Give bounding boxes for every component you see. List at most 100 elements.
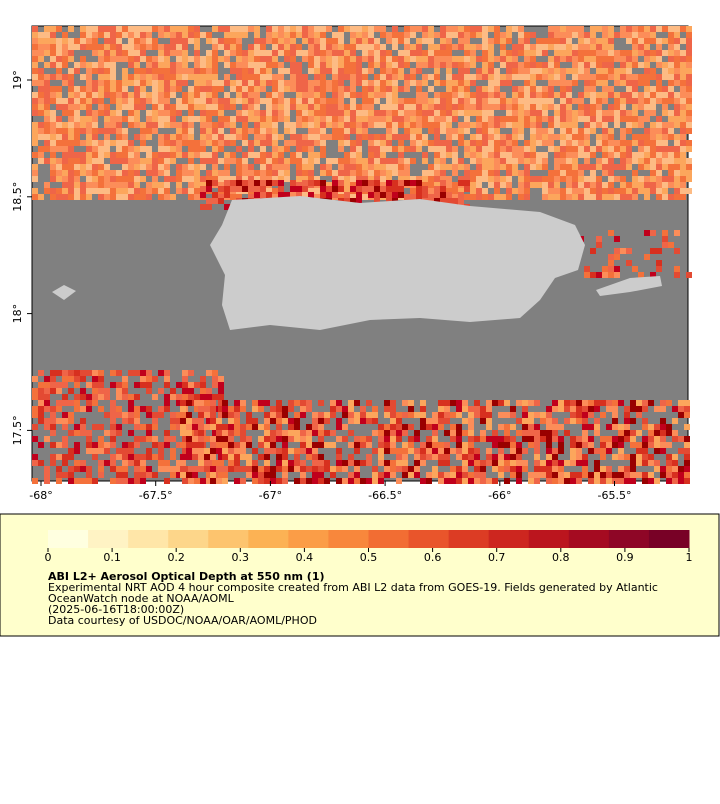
aod-cell xyxy=(596,98,602,104)
aod-cell xyxy=(110,194,116,200)
aod-cell xyxy=(308,122,314,128)
aod-cell xyxy=(564,478,570,484)
aod-cell xyxy=(338,164,344,170)
aod-cell xyxy=(608,194,614,200)
aod-cell xyxy=(572,74,578,80)
aod-cell xyxy=(426,472,432,478)
aod-cell xyxy=(74,382,80,388)
aod-cell xyxy=(146,32,152,38)
aod-cell xyxy=(564,460,570,466)
aod-cell xyxy=(548,44,554,50)
aod-cell xyxy=(44,188,50,194)
aod-cell xyxy=(680,38,686,44)
y-tick-label: 19° xyxy=(11,70,24,90)
aod-cell xyxy=(140,122,146,128)
aod-cell xyxy=(62,412,68,418)
aod-cell xyxy=(674,194,680,200)
aod-cell xyxy=(422,134,428,140)
aod-cell xyxy=(494,56,500,62)
aod-cell xyxy=(576,436,582,442)
aod-cell xyxy=(206,98,212,104)
aod-cell xyxy=(326,182,332,188)
aod-cell xyxy=(338,122,344,128)
aod-cell xyxy=(164,80,170,86)
aod-cell xyxy=(128,448,134,454)
aod-cell xyxy=(320,38,326,44)
aod-cell xyxy=(612,412,618,418)
aod-cell xyxy=(32,388,38,394)
aod-cell xyxy=(362,164,368,170)
aod-cell xyxy=(638,272,644,278)
aod-cell xyxy=(494,80,500,86)
aod-cell xyxy=(512,110,518,116)
aod-cell xyxy=(518,152,524,158)
aod-cell xyxy=(356,180,362,186)
aod-cell xyxy=(176,110,182,116)
aod-cell xyxy=(176,44,182,50)
aod-cell xyxy=(494,116,500,122)
aod-cell xyxy=(236,110,242,116)
aod-cell xyxy=(332,86,338,92)
aod-cell xyxy=(194,116,200,122)
aod-cell xyxy=(44,406,50,412)
aod-cell xyxy=(182,164,188,170)
aod-cell xyxy=(608,38,614,44)
aod-cell xyxy=(488,62,494,68)
aod-cell xyxy=(620,128,626,134)
aod-cell xyxy=(230,38,236,44)
aod-cell xyxy=(368,80,374,86)
aod-cell xyxy=(164,146,170,152)
aod-cell xyxy=(296,134,302,140)
aod-cell xyxy=(212,122,218,128)
aod-cell xyxy=(656,116,662,122)
aod-cell xyxy=(302,164,308,170)
aod-cell xyxy=(470,62,476,68)
aod-cell xyxy=(374,140,380,146)
aod-cell xyxy=(338,128,344,134)
aod-cell xyxy=(576,418,582,424)
aod-cell xyxy=(390,430,396,436)
aod-cell xyxy=(224,44,230,50)
aod-cell xyxy=(198,430,204,436)
aod-cell xyxy=(398,180,404,186)
aod-cell xyxy=(488,116,494,122)
aod-cell xyxy=(254,50,260,56)
aod-cell xyxy=(564,472,570,478)
aod-cell xyxy=(56,158,62,164)
aod-cell xyxy=(92,140,98,146)
aod-cell xyxy=(216,478,222,484)
aod-cell xyxy=(176,122,182,128)
aod-cell xyxy=(308,140,314,146)
aod-cell xyxy=(284,146,290,152)
aod-cell xyxy=(572,122,578,128)
aod-cell xyxy=(110,86,116,92)
aod-cell xyxy=(600,448,606,454)
aod-cell xyxy=(206,140,212,146)
aod-cell xyxy=(380,158,386,164)
aod-cell xyxy=(288,448,294,454)
aod-cell xyxy=(230,26,236,32)
aod-cell xyxy=(122,460,128,466)
aod-cell xyxy=(656,86,662,92)
aod-cell xyxy=(410,44,416,50)
aod-cell xyxy=(686,68,692,74)
aod-cell xyxy=(602,158,608,164)
aod-cell xyxy=(158,412,164,418)
aod-cell xyxy=(650,170,656,176)
aod-cell xyxy=(572,50,578,56)
aod-cell xyxy=(38,44,44,50)
aod-cell xyxy=(312,412,318,418)
aod-cell xyxy=(546,478,552,484)
aod-cell xyxy=(464,86,470,92)
aod-cell xyxy=(318,472,324,478)
aod-cell xyxy=(236,56,242,62)
aod-cell xyxy=(482,164,488,170)
aod-cell xyxy=(512,128,518,134)
aod-cell xyxy=(560,164,566,170)
aod-cell xyxy=(296,164,302,170)
aod-cell xyxy=(32,38,38,44)
aod-cell xyxy=(524,32,530,38)
aod-cell xyxy=(86,406,92,412)
aod-cell xyxy=(86,158,92,164)
aod-cell xyxy=(182,50,188,56)
